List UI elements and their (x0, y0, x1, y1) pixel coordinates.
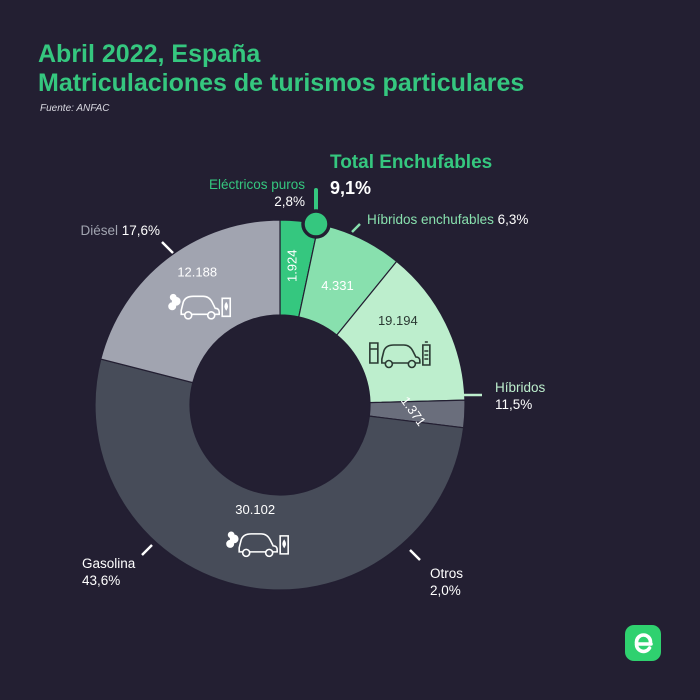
slice-percent-gasolina: 43,6% (82, 573, 120, 588)
chart-title: Abril 2022, España Matriculaciones de tu… (38, 40, 524, 98)
title-line-2: Matriculaciones de turismos particulares (38, 69, 525, 97)
leader-line-hibridos-enchufables (351, 223, 361, 233)
slice-name-hibridos: Híbridos (495, 380, 546, 395)
slice-name-gasolina: Gasolina (82, 556, 136, 571)
source-note: Fuente: ANFAC (40, 103, 110, 114)
slice-name-hibridos-enchufables: Híbridos enchufables 6,3% (367, 212, 528, 227)
total-plugin-highlight: Total Enchufables 9,1% (301, 152, 492, 239)
total-plugin-value: 9,1% (330, 178, 371, 198)
slice-percent-electricos-puros: 2,8% (274, 194, 305, 209)
slice-labels: 1.924 Eléctricos puros 2,8% 4.331 Híbridos e… (80, 177, 545, 598)
total-plugin-label: Total Enchufables (330, 152, 492, 173)
leader-line-diesel (161, 241, 174, 254)
value-label-gasolina: 30.102 (235, 502, 275, 517)
value-label-electricos-puros: 1.924 (285, 249, 300, 282)
value-label-hibridos-enchufables: 4.331 (321, 278, 354, 293)
slice-percent-otros: 2,0% (430, 583, 461, 598)
slice-gasolina (94, 358, 465, 591)
slice-percent-hibridos: 11,5% (495, 397, 532, 412)
slice-name-diesel: Diésel 17,6% (80, 223, 160, 238)
leader-line-otros (409, 549, 421, 561)
slice-name-electricos-puros: Eléctricos puros (209, 177, 305, 192)
value-label-hibridos: 19.194 (378, 313, 418, 328)
hybrid-car-icon (369, 341, 431, 369)
value-label-diesel: 12.188 (177, 264, 217, 279)
highlight-marker-dot (301, 209, 331, 239)
title-line-1: Abril 2022, España (38, 40, 261, 68)
donut-slices (94, 219, 466, 591)
leader-line-gasolina (141, 544, 153, 556)
slice-name-otros: Otros (430, 566, 463, 581)
e-logo-icon (625, 625, 661, 661)
diesel-car-icon (168, 293, 232, 320)
gasoline-car-icon (226, 531, 289, 558)
slice-diesel (100, 219, 281, 384)
